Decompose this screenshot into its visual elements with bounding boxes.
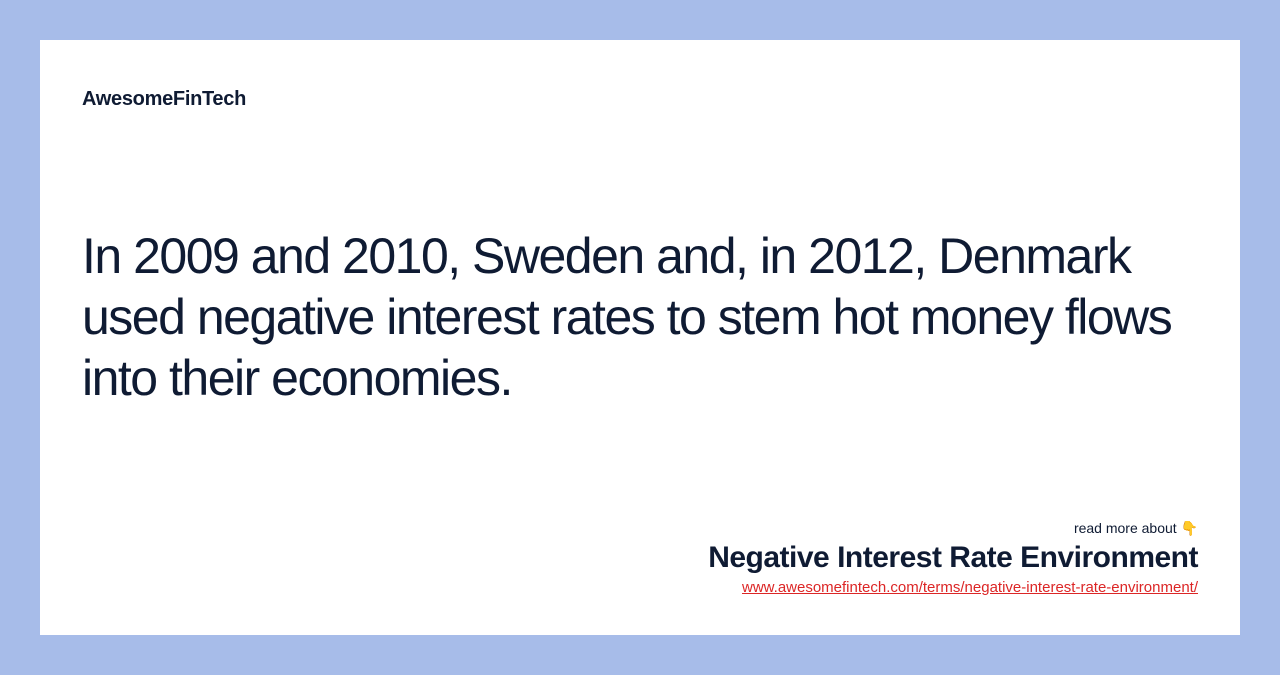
brand-logo: AwesomeFinTech — [82, 88, 1198, 111]
article-link[interactable]: www.awesomefintech.com/terms/negative-in… — [742, 579, 1198, 596]
topic-title: Negative Interest Rate Environment — [708, 541, 1198, 575]
footer-section: read more about 👇 Negative Interest Rate… — [708, 520, 1198, 597]
read-more-label: read more about 👇 — [708, 520, 1198, 537]
content-card: AwesomeFinTech In 2009 and 2010, Sweden … — [40, 40, 1240, 635]
main-quote-text: In 2009 and 2010, Sweden and, in 2012, D… — [82, 226, 1198, 409]
